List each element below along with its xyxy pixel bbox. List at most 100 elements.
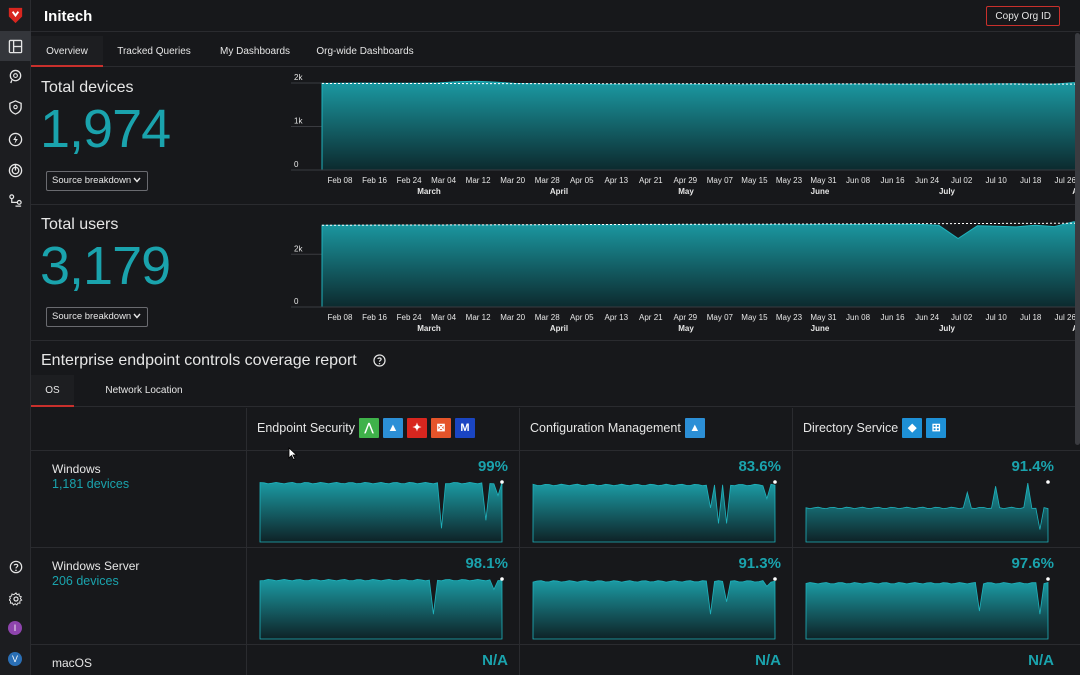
area-series <box>321 80 1080 171</box>
azure-ad-icon[interactable]: ◆ <box>902 418 923 438</box>
coverage-percent: 98.1% <box>465 555 508 572</box>
x-tick-label: May 23 <box>776 313 803 322</box>
tab-os[interactable]: OS <box>31 375 74 407</box>
x-tick-label: Apr 29 <box>674 313 698 322</box>
coverage-percent: 83.6% <box>738 458 781 475</box>
month-label: March <box>417 324 441 333</box>
x-tick-label: Jul 10 <box>985 176 1007 185</box>
month-label: June <box>811 324 830 333</box>
y-tick-label: 0 <box>294 297 299 306</box>
coverage-percent: 91.3% <box>738 555 781 572</box>
x-tick-label: Jul 26 <box>1055 313 1077 322</box>
x-tick-label: Apr 13 <box>604 176 628 185</box>
help-question-icon[interactable] <box>373 354 386 367</box>
malwarebytes-icon[interactable]: M <box>454 418 475 438</box>
x-tick-label: Feb 16 <box>362 176 387 185</box>
chevron-down-icon <box>133 177 141 183</box>
dropdown-label: Source breakdown <box>52 175 132 186</box>
sparkline-endpoint <box>1046 577 1050 581</box>
month-label: May <box>678 324 694 333</box>
x-tick-label: Feb 24 <box>397 313 422 322</box>
integrations-nav-icon[interactable] <box>7 192 24 209</box>
x-tick-label: Feb 16 <box>362 313 387 322</box>
tab-network-location[interactable]: Network Location <box>105 385 183 396</box>
x-tick-label: May 07 <box>707 176 734 185</box>
total-users-panel: Total users 3,179 Source breakdown 2k 0 Fe… <box>31 205 1080 341</box>
coverage-tabs: OS Network Location <box>31 375 1080 407</box>
top-header: Initech Copy Org ID <box>31 0 1080 32</box>
tab-org-wide-dashboards[interactable]: Org-wide Dashboards <box>316 46 414 57</box>
crowdstrike-icon[interactable]: ✦ <box>406 418 427 438</box>
dashboard-nav-icon[interactable] <box>0 31 31 61</box>
target-nav-icon[interactable] <box>7 162 24 179</box>
coverage-sparkline <box>805 483 1049 543</box>
x-tick-label: May 07 <box>707 313 734 322</box>
tab-my-dashboards[interactable]: My Dashboards <box>219 46 291 57</box>
coverage-na: N/A <box>482 652 508 669</box>
row-os-windows-server: Windows Server <box>52 559 140 573</box>
help-icon[interactable] <box>7 558 24 575</box>
sentinelone-icon[interactable]: ⋀ <box>358 418 379 438</box>
grid-divider <box>519 408 520 675</box>
devices-source-breakdown-dropdown[interactable]: Source breakdown <box>46 171 148 191</box>
user-avatar[interactable]: V <box>8 652 22 666</box>
row-os-windows: Windows <box>52 462 101 476</box>
sparkline-endpoint <box>500 577 504 581</box>
row-device-count[interactable]: 1,181 devices <box>52 477 130 491</box>
x-tick-label: Jul 02 <box>951 313 973 322</box>
security-shield-icon[interactable] <box>7 99 24 116</box>
devices-area-chart: 2k 1k 0 Feb 08 Feb 16 Feb 24 Mar 04 Mar 12 Mar 2… <box>291 73 1080 196</box>
tab-overview[interactable]: Overview <box>31 36 103 67</box>
jamf-icon[interactable]: ▲ <box>684 418 705 438</box>
column-directory-service: Directory Service ◆ ⊞ <box>803 418 947 438</box>
y-tick-label: 2k <box>294 73 303 82</box>
users-source-breakdown-dropdown[interactable]: Source breakdown <box>46 307 148 327</box>
month-label: April <box>550 324 568 333</box>
coverage-na: N/A <box>1028 652 1054 669</box>
x-tick-label: Jul 18 <box>1020 176 1042 185</box>
tab-tracked-queries[interactable]: Tracked Queries <box>117 46 191 57</box>
total-users-label: Total users <box>41 216 119 233</box>
coverage-percent: 99% <box>477 458 508 475</box>
scrollbar[interactable] <box>1075 33 1080 445</box>
grid-divider <box>792 408 793 675</box>
month-label: July <box>939 187 956 196</box>
x-tick-label: Apr 13 <box>604 313 628 322</box>
coverage-sparkline <box>259 481 503 543</box>
settings-gear-icon[interactable] <box>7 590 24 607</box>
copy-org-id-button[interactable]: Copy Org ID <box>986 6 1060 26</box>
coverage-sparkline <box>805 581 1049 640</box>
month-label: May <box>678 187 694 196</box>
x-tick-label: Jun 08 <box>846 313 871 322</box>
x-tick-label: Jun 16 <box>881 313 906 322</box>
x-tick-label: Mar 12 <box>466 313 491 322</box>
x-tick-label: Apr 29 <box>674 176 698 185</box>
jamf-protect-icon[interactable]: ▲ <box>382 418 403 438</box>
month-label: March <box>417 187 441 196</box>
sophos-icon[interactable]: ⊠ <box>430 418 451 438</box>
column-title: Configuration Management <box>530 421 681 435</box>
x-tick-label: Mar 12 <box>466 176 491 185</box>
lightning-nav-icon[interactable] <box>7 131 24 148</box>
coverage-na: N/A <box>755 652 781 669</box>
row-device-count[interactable]: 206 devices <box>52 574 119 588</box>
org-avatar[interactable]: I <box>8 621 22 635</box>
area-series <box>321 221 1080 308</box>
x-tick-label: Apr 21 <box>639 313 663 322</box>
x-tick-label: Feb 24 <box>397 176 422 185</box>
x-tick-label: Mar 04 <box>431 313 456 322</box>
x-tick-label: Jun 16 <box>881 176 906 185</box>
insights-nav-icon[interactable] <box>7 68 24 85</box>
trend-line <box>321 82 1080 85</box>
total-devices-label: Total devices <box>41 79 134 96</box>
month-label: April <box>550 187 568 196</box>
windows-icon[interactable]: ⊞ <box>926 418 947 438</box>
x-tick-label: May 31 <box>810 313 837 322</box>
x-tick-label: Jun 08 <box>846 176 871 185</box>
x-tick-label: Mar 20 <box>500 176 525 185</box>
column-endpoint-security: Endpoint Security ⋀ ▲ ✦ ⊠ M <box>257 418 475 438</box>
app-logo-icon[interactable] <box>6 6 25 25</box>
left-nav-rail: I V <box>0 0 31 675</box>
x-tick-label: Apr 05 <box>570 313 594 322</box>
